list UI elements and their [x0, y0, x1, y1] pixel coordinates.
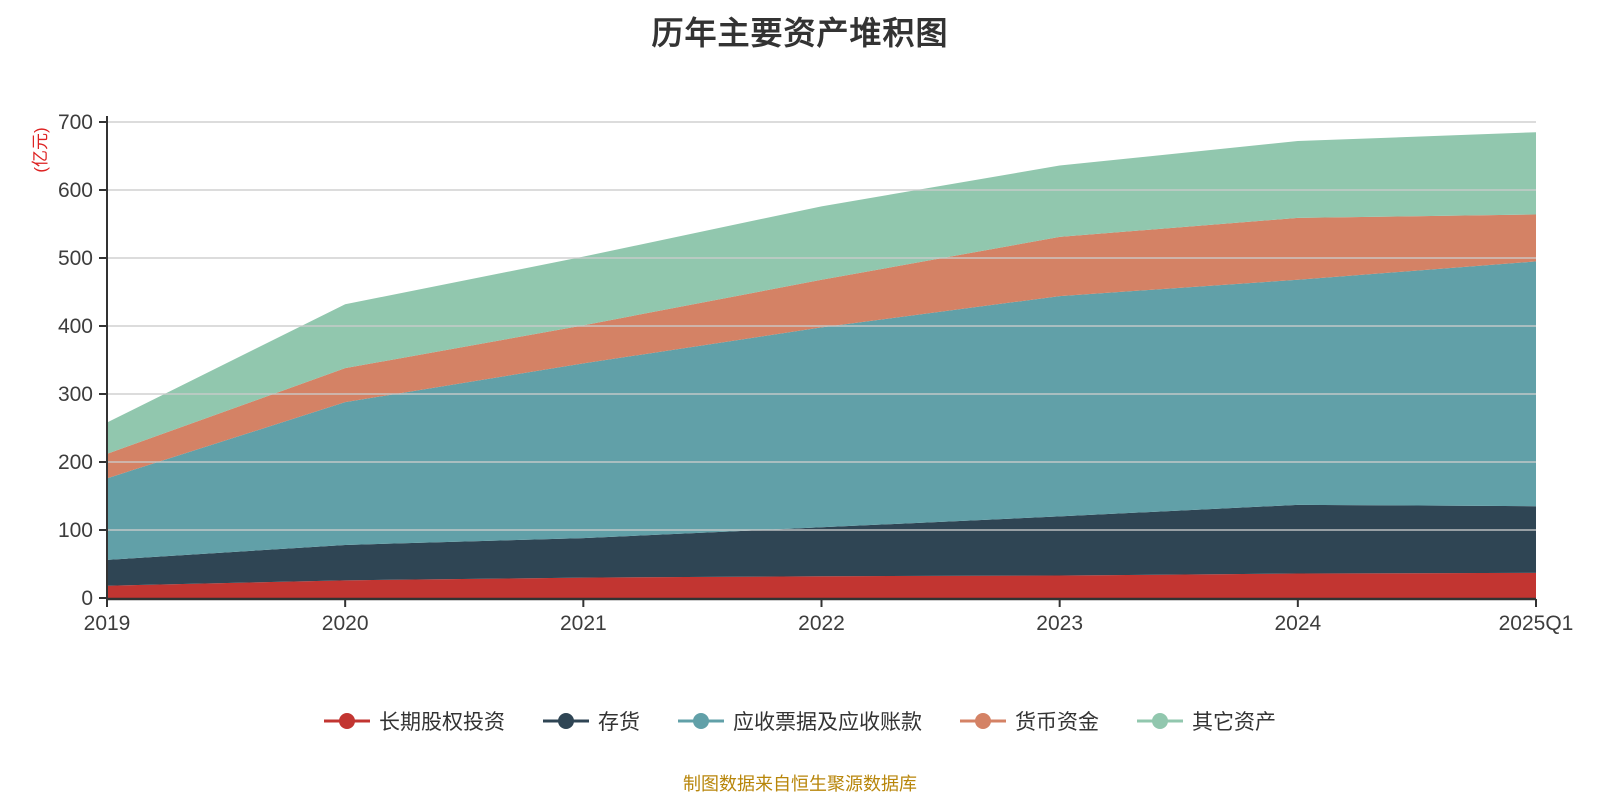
legend-item-1[interactable]: 存货 [543, 706, 640, 736]
y-tick-label: 200 [58, 451, 93, 474]
area-series-3[interactable] [107, 214, 1536, 479]
y-tick-label: 400 [58, 315, 93, 338]
legend-label: 其它资产 [1192, 711, 1276, 734]
legend-marker-icon [1137, 713, 1183, 729]
legend-label: 应收票据及应收账款 [733, 711, 922, 734]
y-tick-label: 100 [58, 519, 93, 542]
area-series-2[interactable] [107, 261, 1536, 560]
legend-label: 存货 [598, 711, 640, 734]
data-source-note: 制图数据来自恒生聚源数据库 [683, 774, 917, 794]
y-axis-unit-label: (亿元) [31, 127, 50, 172]
y-tick-label: 300 [58, 383, 93, 406]
legend-item-3[interactable]: 货币资金 [960, 706, 1099, 736]
x-tick-label: 2019 [84, 612, 131, 635]
x-tick-label: 2021 [560, 612, 607, 635]
area-series-4[interactable] [107, 132, 1536, 454]
legend: 长期股权投资 存货 应收票据及应收账款 货币资金 其它资产 [0, 706, 1600, 736]
y-tick-label: 500 [58, 247, 93, 270]
legend-marker-icon [543, 713, 589, 729]
x-tick-label: 2025Q1 [1499, 612, 1574, 635]
x-tick-label: 2022 [798, 612, 845, 635]
area-series-1[interactable] [107, 504, 1536, 586]
x-tick-label: 2024 [1274, 612, 1321, 635]
x-tick-label: 2020 [322, 612, 369, 635]
legend-marker-icon [324, 713, 370, 729]
x-tick-label: 2023 [1036, 612, 1083, 635]
chart-title: 历年主要资产堆积图 [651, 15, 949, 51]
legend-marker-icon [960, 713, 1006, 729]
legend-label: 长期股权投资 [379, 711, 505, 734]
legend-item-0[interactable]: 长期股权投资 [324, 706, 505, 736]
legend-item-4[interactable]: 其它资产 [1137, 706, 1276, 736]
area-series-0[interactable] [107, 572, 1536, 598]
y-tick-label: 700 [58, 111, 93, 134]
y-tick-label: 600 [58, 179, 93, 202]
y-tick-label: 0 [81, 587, 93, 610]
legend-label: 货币资金 [1015, 711, 1099, 734]
legend-item-2[interactable]: 应收票据及应收账款 [678, 706, 922, 736]
legend-marker-icon [678, 713, 724, 729]
